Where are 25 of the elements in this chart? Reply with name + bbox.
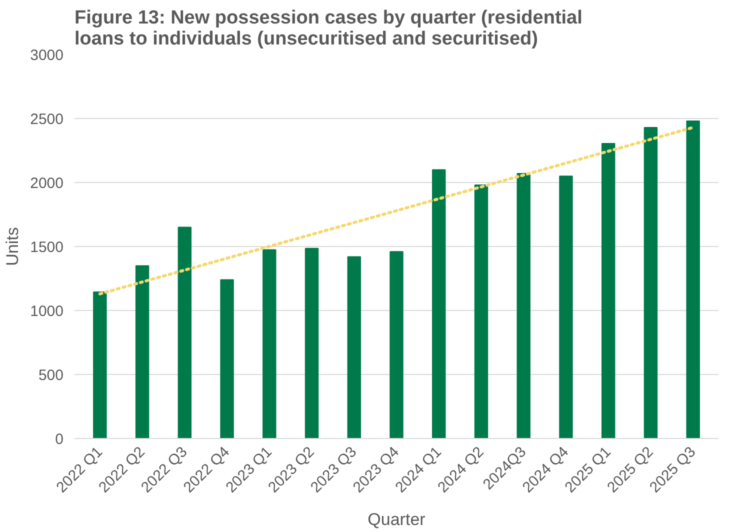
bar [516, 173, 530, 438]
bar [178, 226, 192, 438]
y-axis-title: Units [3, 227, 22, 266]
bar [686, 120, 700, 438]
y-tick-label: 1500 [30, 239, 64, 256]
y-tick-label: 3000 [30, 47, 64, 64]
bar [601, 142, 616, 438]
bar [220, 279, 234, 438]
y-tick-label: 2500 [30, 111, 64, 128]
bar [559, 176, 573, 438]
bar [347, 256, 361, 438]
bar [644, 126, 658, 438]
x-axis-title: Quarter [368, 510, 426, 530]
chart-title: Figure 13: New possession cases by quarter (residential loans to individuals (unsecuritised and securitised) [74, 8, 582, 50]
y-tick-label: 500 [38, 367, 64, 384]
bar [474, 184, 488, 438]
y-tick-label: 1000 [30, 303, 64, 320]
bar [135, 265, 150, 438]
y-tick-label: 2000 [30, 175, 64, 192]
bar [432, 169, 446, 438]
bar [93, 291, 107, 438]
bar [304, 248, 319, 438]
bar [390, 251, 404, 438]
bar [262, 249, 276, 438]
y-tick-label: 0 [55, 431, 64, 448]
